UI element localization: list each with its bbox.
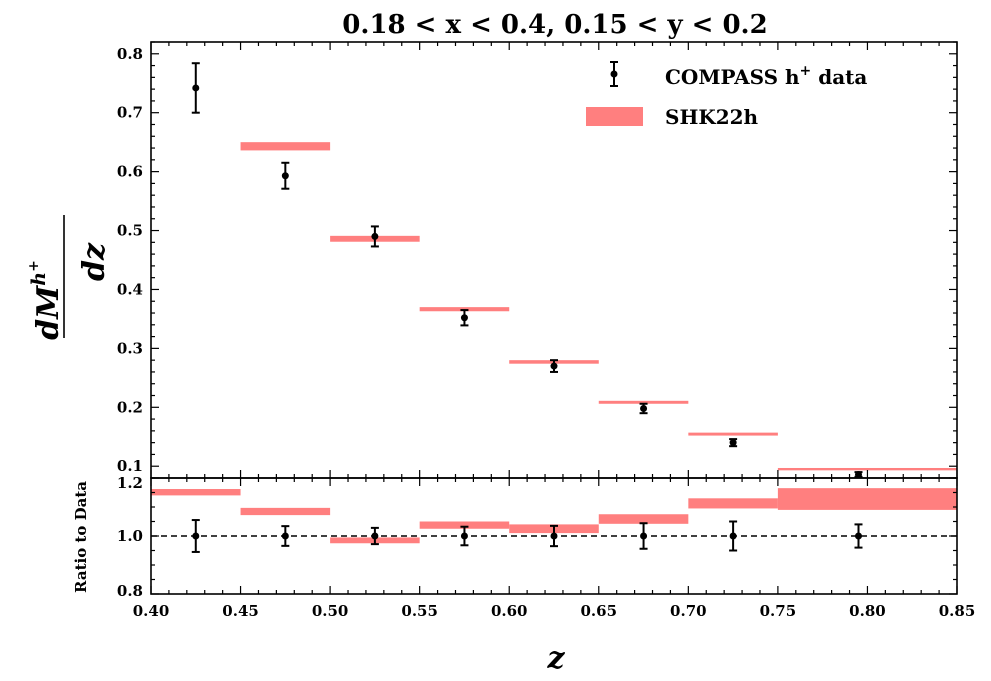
y-tick-label-1: 0.2	[117, 398, 143, 416]
x-tick-label-4: 0.60	[491, 602, 528, 620]
y-tick-label-6: 0.7	[117, 104, 143, 122]
ratio-band-0	[151, 489, 241, 496]
data-point-0	[191, 62, 200, 114]
data-point-6	[729, 438, 738, 448]
data-point-7	[854, 470, 863, 478]
ratio-marker-1	[281, 532, 289, 540]
y-tick-label-5: 0.6	[117, 163, 143, 181]
marker-6	[729, 439, 737, 447]
chart-title: 0.18 < x < 0.4, 0.15 < y < 0.2	[342, 10, 767, 40]
marker-5	[640, 404, 648, 412]
y-axis-label-numerator: dMh+	[26, 260, 66, 340]
ratio-point-4	[550, 524, 558, 548]
x-tick-label-9: 0.85	[939, 602, 976, 620]
y-tick-label-4: 0.5	[117, 222, 143, 240]
theory-band-6	[688, 432, 778, 436]
main-panel-frame	[150, 41, 958, 479]
ratio-point-5	[639, 522, 648, 550]
x-tick-label-3: 0.55	[401, 602, 438, 620]
marker-2	[371, 232, 379, 240]
ratio-tick-label-2: 1.2	[117, 474, 143, 492]
ratio-tick-label-0: 0.8	[117, 582, 143, 600]
ratio-marker-3	[460, 532, 468, 540]
legend-data-label: COMPASS h+ data	[665, 63, 867, 89]
ratio-point-6	[729, 520, 738, 552]
x-tick-label-7: 0.75	[760, 602, 797, 620]
legend-theory-label: SHK22h	[665, 105, 759, 129]
x-tick-label-1: 0.45	[222, 602, 259, 620]
ratio-band-3	[419, 521, 510, 529]
x-tick-label-0: 0.40	[133, 602, 170, 620]
legend: COMPASS h+ data SHK22h	[586, 61, 867, 129]
x-tick-label-5: 0.65	[581, 602, 618, 620]
ratio-marker-6	[729, 532, 737, 540]
main-data-points	[191, 62, 863, 478]
ratio-marker-0	[192, 532, 200, 540]
marker-4	[550, 362, 558, 370]
theory-band-7	[777, 467, 957, 471]
x-axis-ticks: 0.40 0.45 0.50 0.55 0.60 0.65 0.70 0.75 0.80 0.85	[133, 42, 976, 620]
x-tick-label-6: 0.70	[670, 602, 707, 620]
y-axis-label-denominator: dz	[77, 242, 112, 281]
x-tick-label-2: 0.50	[312, 602, 349, 620]
y-tick-label-0: 0.1	[117, 457, 143, 475]
y-tick-label-7: 0.8	[117, 45, 143, 63]
ratio-point-3	[460, 525, 469, 547]
ratio-marker-4	[550, 532, 558, 540]
theory-band-1	[240, 142, 331, 151]
ratio-tick-label-1: 1.0	[117, 527, 143, 545]
legend-data-marker	[610, 61, 618, 87]
y-axis-label-main: dMh+ dz	[26, 215, 112, 340]
ratio-panel: 0.8 1.0 1.2	[117, 474, 958, 600]
y-axis-label-ratio: Ratio to Data	[72, 481, 90, 593]
ratio-point-0	[191, 519, 200, 553]
ratio-marker-7	[854, 532, 862, 540]
legend-theory-swatch	[586, 107, 643, 126]
marker-7	[854, 470, 862, 478]
ratio-band-7	[777, 488, 957, 510]
data-point-4	[550, 359, 558, 373]
ratio-point-7	[854, 523, 863, 549]
theory-band-5	[598, 400, 689, 404]
main-theory-bands	[240, 142, 957, 471]
ratio-point-1	[281, 525, 290, 547]
marker-3	[460, 314, 468, 322]
data-point-2	[370, 225, 379, 248]
ratio-band-5	[598, 514, 689, 524]
data-point-5	[639, 402, 648, 415]
y-tick-label-2: 0.3	[117, 339, 143, 357]
main-ticks: 0.1 0.2 0.3 0.4 0.5 0.6 0.7 0.8	[117, 41, 957, 479]
ratio-data-points	[191, 519, 863, 553]
ratio-marker-2	[371, 532, 379, 540]
marker-1	[281, 172, 289, 180]
data-point-1	[281, 161, 290, 190]
ratio-band-6	[688, 498, 778, 509]
data-point-3	[460, 309, 469, 327]
ratio-marker-5	[640, 532, 648, 540]
x-axis-label: z	[546, 641, 565, 676]
main-panel: 0.1 0.2 0.3 0.4 0.5 0.6 0.7 0.8	[117, 41, 958, 479]
ratio-band-1	[240, 507, 331, 516]
ratio-ticks: 0.8 1.0 1.2	[117, 474, 957, 600]
y-tick-label-3: 0.4	[117, 280, 143, 298]
x-tick-label-8: 0.80	[849, 602, 886, 620]
marker-0	[192, 84, 200, 92]
ratio-point-2	[370, 526, 379, 546]
